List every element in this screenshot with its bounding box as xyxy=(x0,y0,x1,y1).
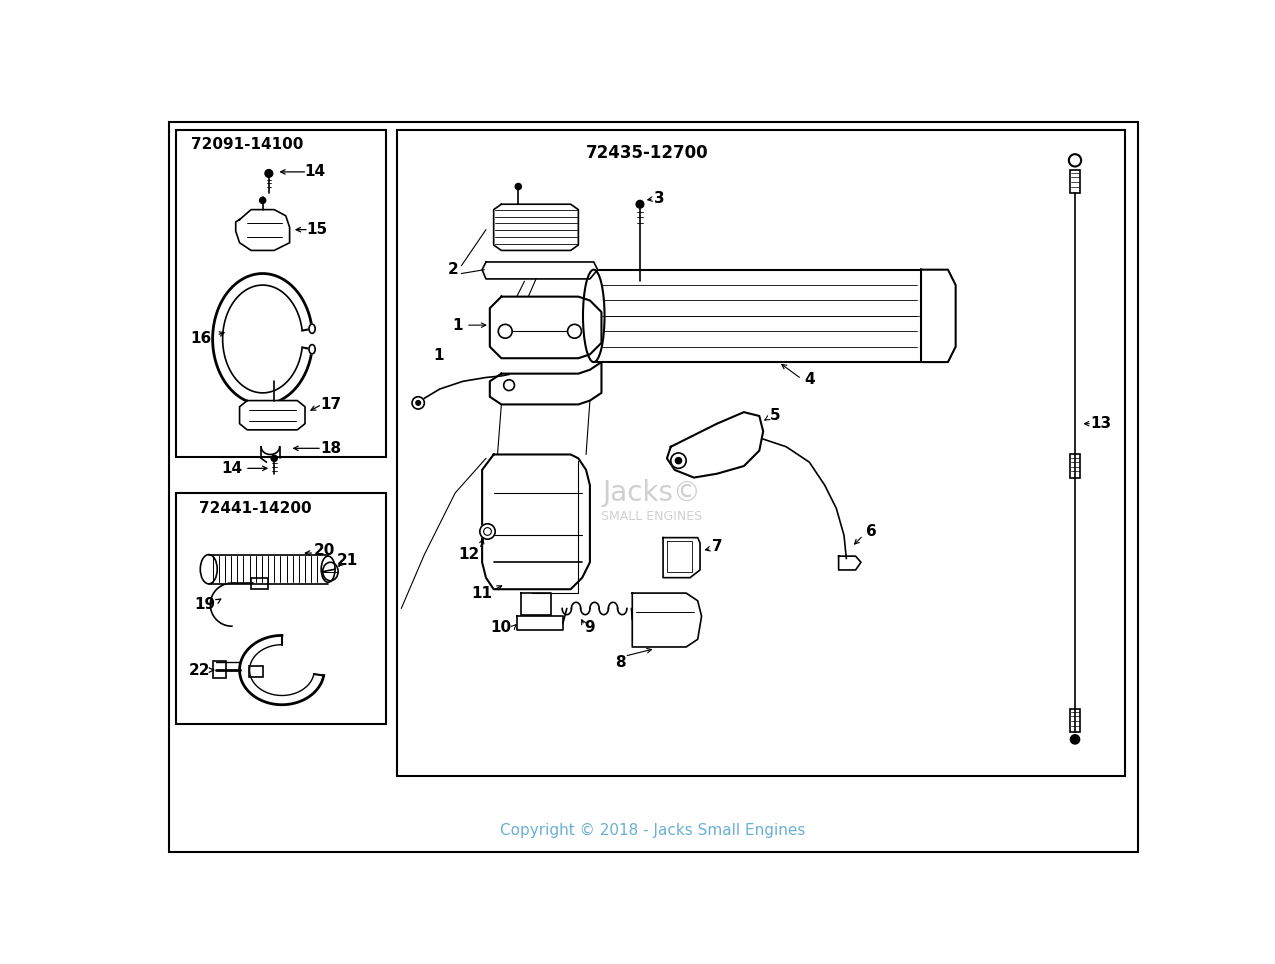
Ellipse shape xyxy=(583,270,604,362)
Polygon shape xyxy=(493,204,579,251)
Circle shape xyxy=(636,201,644,208)
Text: 15: 15 xyxy=(306,222,328,237)
Text: Copyright © 2018 - Jacks Small Engines: Copyright © 2018 - Jacks Small Engines xyxy=(500,822,806,838)
Text: 14: 14 xyxy=(305,165,325,179)
Text: 2: 2 xyxy=(449,262,459,278)
Polygon shape xyxy=(520,593,551,615)
Circle shape xyxy=(260,198,265,203)
Text: 6: 6 xyxy=(866,524,876,539)
Polygon shape xyxy=(839,556,861,570)
Text: 11: 11 xyxy=(472,585,492,601)
Circle shape xyxy=(504,380,514,390)
Circle shape xyxy=(676,458,682,464)
Circle shape xyxy=(272,455,277,462)
Polygon shape xyxy=(236,209,289,251)
Text: 19: 19 xyxy=(194,597,215,612)
Polygon shape xyxy=(482,454,590,589)
Circle shape xyxy=(412,397,425,409)
Ellipse shape xyxy=(200,554,217,584)
Text: 20: 20 xyxy=(314,544,335,558)
Text: 17: 17 xyxy=(320,397,340,412)
Ellipse shape xyxy=(309,324,315,334)
Bar xyxy=(176,129,386,457)
Text: 10: 10 xyxy=(491,620,513,635)
Circle shape xyxy=(1068,154,1081,167)
Text: 5: 5 xyxy=(769,409,780,423)
Ellipse shape xyxy=(321,556,335,582)
Bar xyxy=(1071,170,1080,193)
Circle shape xyxy=(671,453,686,469)
Circle shape xyxy=(483,527,491,535)
Polygon shape xyxy=(490,297,602,359)
Text: 18: 18 xyxy=(320,441,340,456)
Text: SMALL ENGINES: SMALL ENGINES xyxy=(601,510,703,522)
Polygon shape xyxy=(516,616,564,630)
Bar xyxy=(1071,709,1080,732)
Polygon shape xyxy=(663,538,700,577)
Circle shape xyxy=(515,183,521,190)
Circle shape xyxy=(416,401,421,405)
Text: 21: 21 xyxy=(337,553,358,568)
Text: 1: 1 xyxy=(453,317,463,333)
Text: 3: 3 xyxy=(654,191,664,206)
Polygon shape xyxy=(632,593,701,647)
Text: 13: 13 xyxy=(1090,416,1111,431)
Text: 4: 4 xyxy=(805,371,815,387)
Text: 14: 14 xyxy=(222,461,242,476)
Polygon shape xyxy=(490,362,602,405)
Bar xyxy=(213,661,227,678)
Polygon shape xyxy=(667,413,764,477)
Circle shape xyxy=(567,324,581,338)
Text: 72441-14200: 72441-14200 xyxy=(199,501,311,516)
Text: 7: 7 xyxy=(711,540,722,554)
Ellipse shape xyxy=(323,562,338,580)
Circle shape xyxy=(265,170,273,177)
Circle shape xyxy=(499,324,513,338)
Text: Jacks©: Jacks© xyxy=(602,479,701,507)
Text: 72091-14100: 72091-14100 xyxy=(191,138,303,152)
Bar xyxy=(1071,454,1080,477)
Polygon shape xyxy=(482,262,598,279)
Text: 1: 1 xyxy=(434,348,444,363)
Polygon shape xyxy=(921,270,956,362)
Ellipse shape xyxy=(309,344,315,354)
Bar xyxy=(176,493,386,724)
Text: 16: 16 xyxy=(190,332,212,346)
Polygon shape xyxy=(240,401,305,430)
Text: 72435-12700: 72435-12700 xyxy=(586,144,709,162)
Circle shape xyxy=(1071,735,1080,744)
Text: 9: 9 xyxy=(585,620,595,635)
Text: 22: 22 xyxy=(189,662,210,678)
Text: 8: 8 xyxy=(616,655,626,670)
Bar xyxy=(398,129,1125,776)
Bar xyxy=(249,666,263,677)
Bar xyxy=(251,577,268,589)
Text: 12: 12 xyxy=(459,548,479,562)
Circle shape xyxy=(479,523,495,539)
